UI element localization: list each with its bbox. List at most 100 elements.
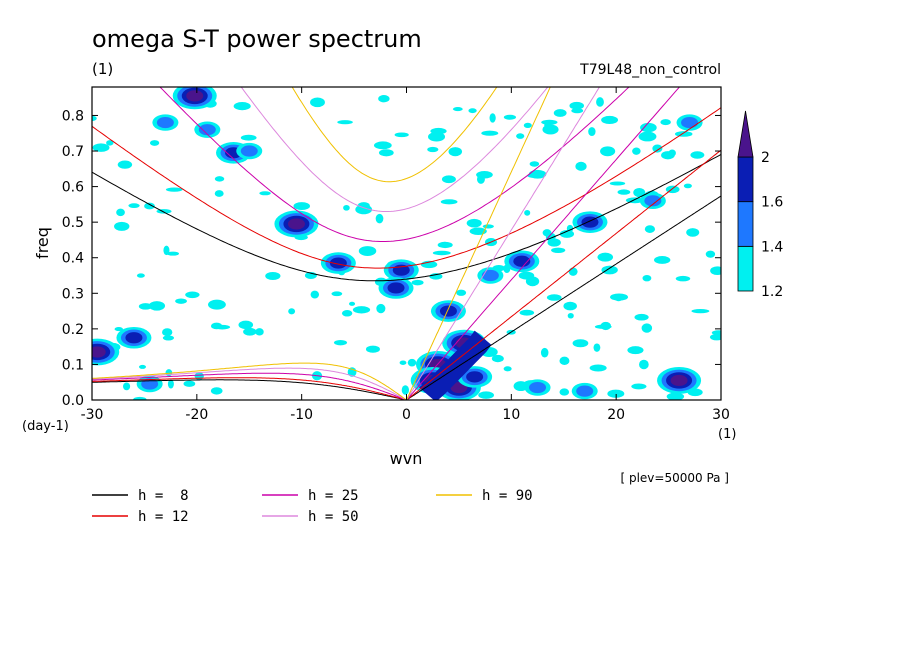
chart-title: omega S-T power spectrum [92, 25, 422, 53]
power-speckle [208, 299, 226, 310]
power-speckle [240, 134, 257, 141]
power-contour-level-2 [466, 371, 484, 383]
power-contour-level-1 [198, 124, 216, 136]
power-speckle [427, 146, 439, 153]
power-speckle [378, 95, 390, 103]
power-speckle [238, 320, 254, 330]
power-speckle [136, 273, 145, 278]
power-speckle [559, 388, 570, 396]
power-speckle [149, 140, 160, 146]
power-speckle [476, 174, 485, 184]
y-tick-label: 0.6 [62, 180, 84, 196]
power-speckle [593, 343, 601, 352]
power-speckle [293, 202, 311, 211]
power-speckle [117, 160, 133, 169]
power-speckle [138, 364, 146, 369]
power-contour-level-1 [156, 116, 174, 129]
power-speckle [639, 359, 649, 370]
power-speckle [641, 323, 653, 333]
chart-subtitle-left: (1) [92, 60, 113, 78]
power-speckle [660, 119, 671, 126]
power-speckle [529, 161, 540, 167]
kelvin-curve-h25 [406, 87, 681, 400]
ig-curve-h25 [159, 87, 630, 242]
power-speckle [568, 267, 578, 276]
power-speckle [638, 131, 657, 142]
power-speckle [341, 309, 353, 317]
power-speckle [452, 107, 463, 112]
power-speckle [310, 290, 320, 299]
power-speckle [674, 131, 693, 137]
power-speckle [654, 256, 671, 264]
y-unit-label: (day-1) [22, 419, 69, 434]
power-speckle [633, 187, 646, 198]
colorbar-segment [737, 201, 754, 247]
power-contour-level-1 [576, 385, 594, 397]
power-contour-level-3 [186, 90, 204, 102]
power-speckle [523, 122, 532, 128]
power-speckle [138, 303, 153, 310]
power-speckle [469, 227, 487, 235]
power-contour-level-3 [287, 218, 305, 230]
power-speckle [411, 279, 424, 286]
x-unit-label: (1) [718, 427, 736, 442]
kelvin-curve-h12 [406, 149, 721, 400]
power-speckle [691, 308, 710, 314]
power-speckle [542, 124, 559, 135]
power-speckle [596, 97, 604, 107]
y-tick-label: 0.5 [62, 215, 84, 231]
power-speckle [489, 113, 496, 123]
power-speckle [690, 151, 705, 159]
power-contour-level-1 [529, 381, 547, 394]
power-speckle [116, 208, 125, 217]
power-speckle [516, 133, 525, 139]
power-speckle [589, 364, 607, 372]
power-speckle [243, 327, 257, 336]
power-speckle [144, 202, 155, 210]
power-speckle [540, 347, 549, 358]
rossby-curve-h8 [92, 379, 407, 400]
power-speckle [343, 204, 350, 211]
power-contour-level-2 [439, 305, 457, 317]
power-speckle [288, 308, 296, 315]
power-speckle [92, 115, 97, 121]
x-axis: -30 -20 -10 0 10 20 30 [81, 87, 730, 423]
power-speckle [559, 356, 570, 365]
kelvin-power-band [419, 330, 492, 400]
power-contours [92, 87, 721, 400]
power-speckle [114, 221, 130, 231]
power-speckle [575, 161, 587, 171]
power-speckle [468, 108, 477, 114]
power-contour-level-1 [644, 195, 662, 207]
power-contour-level-2 [513, 255, 531, 267]
power-speckle [683, 183, 692, 189]
power-speckle [661, 151, 675, 160]
power-speckle [711, 330, 721, 336]
x-tick-label: 30 [712, 407, 730, 423]
legend-label-h50: h = 50 [308, 509, 359, 525]
power-speckle [407, 358, 417, 367]
power-speckle [553, 109, 567, 117]
power-contour-level-2 [387, 282, 405, 294]
y-tick-label: 0.0 [62, 393, 84, 409]
y-axis: 0.0 0.1 0.2 0.3 0.4 0.5 0.6 0.7 0.8 [62, 108, 721, 409]
power-speckle [441, 175, 456, 184]
power-speckle [128, 203, 140, 209]
power-speckle [233, 101, 251, 111]
power-speckle [437, 241, 453, 249]
colorbar-label: 1.6 [761, 195, 783, 211]
rossby-curve-h25 [92, 372, 407, 400]
power-contour-level-3 [92, 346, 106, 358]
power-speckle [491, 354, 504, 363]
power-speckle [710, 266, 721, 276]
power-speckle [594, 324, 612, 329]
power-speckle [214, 176, 225, 182]
power-speckle [597, 252, 614, 262]
ig-curve-h50 [240, 87, 549, 212]
power-speckle [358, 246, 377, 256]
y-tick-label: 0.3 [62, 286, 84, 302]
power-speckle [503, 114, 517, 120]
power-speckle [310, 97, 325, 108]
colorbar-label: 2 [761, 150, 770, 166]
power-speckle [527, 173, 541, 178]
